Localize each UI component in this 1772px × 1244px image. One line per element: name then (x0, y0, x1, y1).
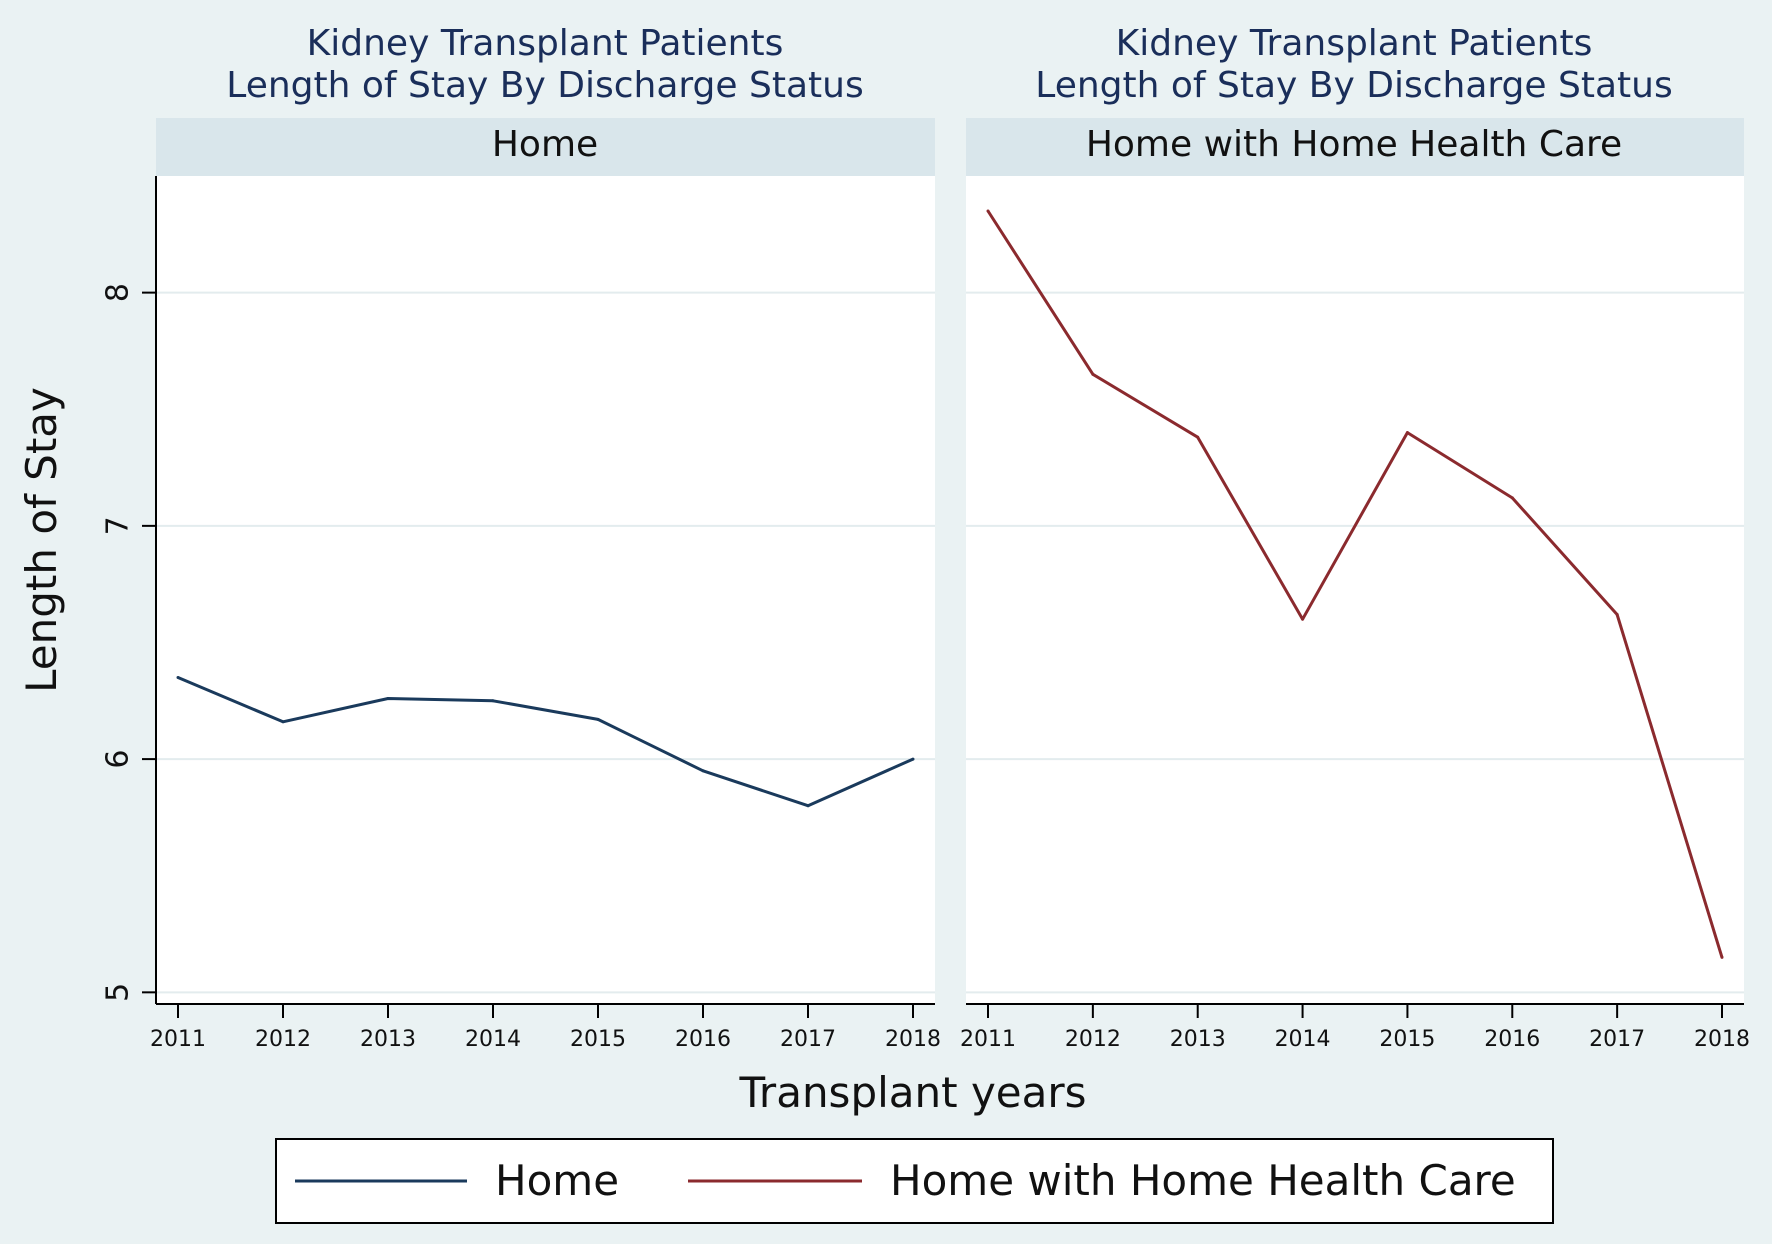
x-axis-title: Transplant years (738, 1068, 1086, 1117)
panel-header-bg (156, 118, 935, 176)
legend-label-home-health: Home with Home Health Care (890, 1156, 1516, 1205)
panel-title-line1: Kidney Transplant Patients (1116, 23, 1593, 64)
y-tick-label: 5 (101, 983, 136, 1002)
panel-header-label: Home (492, 124, 598, 165)
x-ticks: 2011 2012 2013 2014 2015 2016 2017 2018 (960, 1004, 1750, 1052)
y-ticks: 5 6 7 8 (101, 283, 156, 1002)
x-tick-label: 2012 (1065, 1027, 1121, 1052)
panel-header-bg (966, 118, 1744, 176)
y-axis-title: Length of Stay (17, 387, 66, 693)
x-tick-label: 2014 (465, 1027, 521, 1052)
data-point (596, 717, 600, 721)
data-point (1720, 955, 1724, 959)
panel-home-health: Kidney Transplant Patients Length of Sta… (960, 23, 1750, 1052)
x-tick-label: 2016 (675, 1027, 731, 1052)
x-tick-label: 2011 (150, 1027, 206, 1052)
x-tick-label: 2013 (1170, 1027, 1226, 1052)
x-tick-label: 2014 (1275, 1027, 1331, 1052)
data-point (281, 720, 285, 724)
y-tick-label: 6 (101, 750, 136, 769)
x-tick-label: 2017 (1589, 1027, 1645, 1052)
data-point (701, 769, 705, 773)
legend: Home Home with Home Health Care (275, 1138, 1554, 1224)
x-tick-label: 2015 (570, 1027, 626, 1052)
data-point (491, 699, 495, 703)
x-ticks: 2011 2012 2013 2014 2015 2016 2017 2018 (150, 1004, 941, 1052)
series-points (986, 209, 1724, 959)
x-tick-label: 2018 (1694, 1027, 1750, 1052)
series-line-home-health (986, 210, 1724, 958)
data-point (386, 696, 390, 700)
data-point (1405, 431, 1409, 435)
data-point (1615, 612, 1619, 616)
y-tick-label: 7 (101, 516, 136, 535)
legend-box (275, 1138, 1554, 1224)
panel-home: Kidney Transplant Patients Length of Sta… (101, 23, 942, 1052)
x-tick-label: 2015 (1379, 1027, 1435, 1052)
panel-title-line2: Length of Stay By Discharge Status (226, 65, 863, 106)
x-tick-label: 2017 (780, 1027, 836, 1052)
data-point (176, 675, 180, 679)
x-tick-label: 2013 (360, 1027, 416, 1052)
data-point (806, 804, 810, 808)
x-tick-label: 2012 (255, 1027, 311, 1052)
panel-header-label: Home with Home Health Care (1086, 124, 1622, 165)
y-tick-label: 8 (101, 283, 136, 302)
x-tick-label: 2016 (1484, 1027, 1540, 1052)
data-point (986, 209, 990, 213)
data-point (1510, 496, 1514, 500)
grid-lines (156, 291, 935, 994)
plot-area (966, 176, 1744, 1004)
plot-area (156, 176, 935, 1004)
panel-title-line2: Length of Stay By Discharge Status (1035, 65, 1672, 106)
panel-title-line1: Kidney Transplant Patients (307, 23, 784, 64)
x-tick-label: 2011 (960, 1027, 1016, 1052)
data-point (1196, 435, 1200, 439)
series-line-home (177, 676, 914, 808)
data-point (911, 757, 915, 761)
data-point (1091, 372, 1095, 376)
data-point (1301, 617, 1305, 621)
x-tick-label: 2018 (885, 1027, 941, 1052)
legend-label-home: Home (495, 1156, 619, 1205)
series-points (176, 675, 915, 808)
